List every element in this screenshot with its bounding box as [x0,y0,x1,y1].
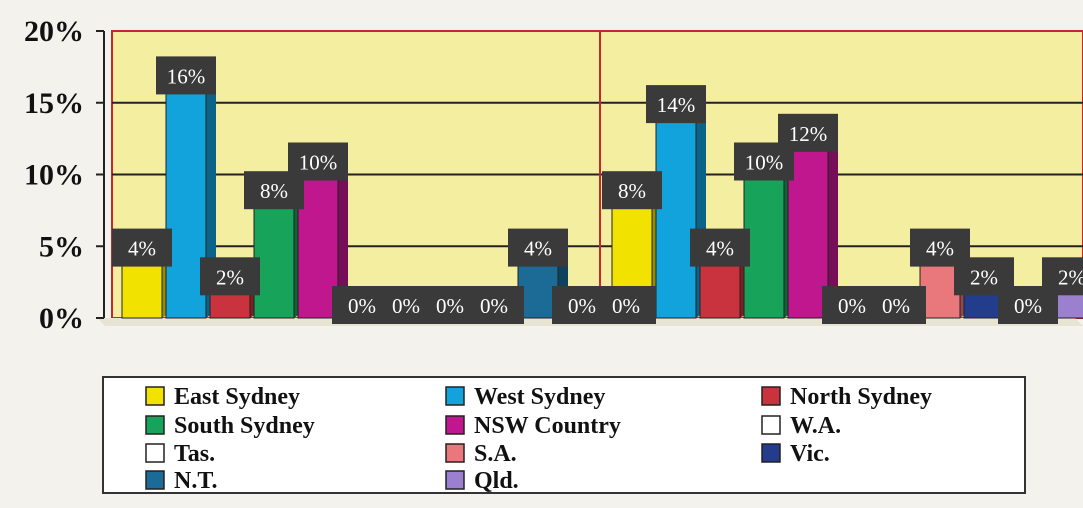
legend-swatch [445,415,465,435]
data-label: 0% [612,294,640,318]
legend-swatch [445,470,465,490]
data-label: 0% [568,294,596,318]
data-label: 2% [970,265,998,289]
data-label-box [646,85,706,124]
data-label-box [778,113,838,152]
legend-swatch [445,443,465,463]
y-tick-label: 10% [24,159,84,192]
data-label: 0% [1014,294,1042,318]
data-label: 0% [838,294,866,318]
bar [655,116,697,319]
bar [699,260,741,319]
legend-swatch [145,415,165,435]
legend-label: North Sydney [790,384,932,410]
y-tick-label: 20% [24,15,84,48]
data-label: 4% [524,237,552,261]
legend-label: W.A. [790,413,841,439]
legend-swatch [145,386,165,406]
legend-label: N.T. [174,468,218,494]
legend-swatch [761,415,781,435]
legend-label: Tas. [174,441,215,467]
y-axis-ticks: 20% 15% 10% 5% 0% [24,15,104,335]
data-label-box [690,228,750,267]
legend-swatch [145,443,165,463]
legend-swatch [761,443,781,463]
bar [787,145,829,319]
data-label-box [596,286,656,324]
data-label: 16% [167,64,206,88]
data-label-box [288,142,348,181]
bar-side [828,138,838,318]
data-label: 0% [436,294,464,318]
data-label-box [156,56,216,95]
data-label: 4% [926,237,954,261]
data-label-box [200,257,260,296]
legend-label: NSW Country [474,413,621,439]
bar [297,174,339,319]
legend-box [102,376,1026,494]
legend-swatch [445,386,465,406]
legend-label: Vic. [790,441,830,467]
legend-label: South Sydney [174,413,315,439]
bar-side [338,167,348,318]
y-tick-label: 5% [39,230,84,263]
data-label: 4% [706,237,734,261]
data-label: 0% [882,294,910,318]
legend-label: S.A. [474,441,517,467]
bar [121,260,163,319]
data-label: 10% [299,151,338,175]
data-label-box [464,286,524,324]
data-label-box [1042,257,1083,296]
legend-label: East Sydney [174,384,300,410]
data-label-box [602,171,662,210]
data-label-box [866,286,926,324]
legend-label: West Sydney [474,384,605,410]
legend-swatch [145,470,165,490]
legend-swatch [761,386,781,406]
data-label-box [112,228,172,267]
data-label: 0% [348,294,376,318]
bar [253,202,295,319]
data-label: 14% [657,93,696,117]
legend-label: Qld. [474,468,519,494]
legend: East Sydney West Sydney North Sydney South … [145,384,932,494]
data-label: 2% [1058,265,1083,289]
data-label: 12% [789,122,828,146]
data-label: 8% [260,179,288,203]
y-tick-label: 15% [24,87,84,120]
data-label-box [508,228,568,267]
bar [517,260,559,319]
bar [919,260,961,319]
data-label: 4% [128,237,156,261]
data-label: 0% [392,294,420,318]
data-label: 8% [618,179,646,203]
data-label: 2% [216,265,244,289]
data-label: 0% [480,294,508,318]
data-label: 10% [745,151,784,175]
y-tick-label: 0% [39,302,84,335]
data-labels: 4%16%2%8%10%0% 0% 0% 0%4%0% 0%8%14%4%10%12%0… [112,56,1083,324]
bar [743,174,785,319]
